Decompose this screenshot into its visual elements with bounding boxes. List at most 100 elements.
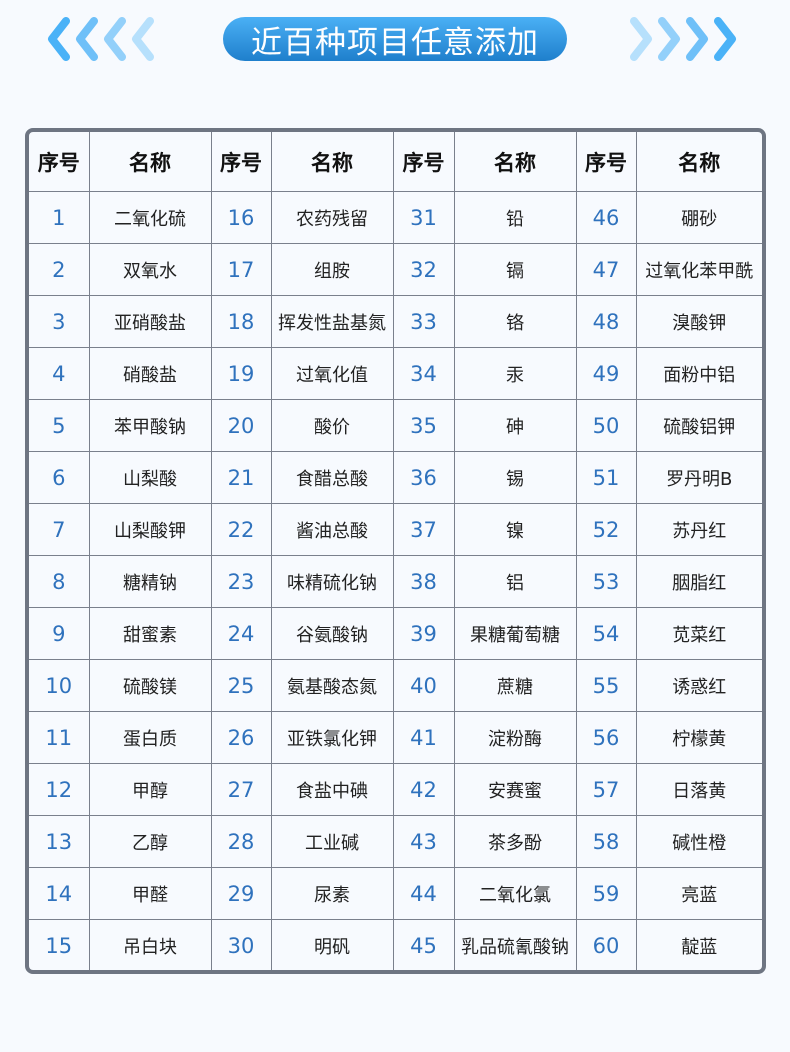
item-number: 13 [29,815,90,868]
item-number: 19 [210,347,272,400]
item-name: 甲醇 [88,763,212,816]
table-row: 13 乙醇 28 工业碱 43 茶多酚 58 碱性橙 [29,815,762,868]
chevrons-right-icon [630,17,738,61]
item-number: 1 [29,191,90,244]
item-number: 44 [392,867,455,920]
header-index: 序号 [210,132,272,192]
item-number: 12 [29,763,90,816]
item-name: 诱惑红 [635,659,762,712]
item-number: 36 [392,451,455,504]
item-name: 硫酸镁 [88,659,212,712]
item-number: 35 [392,399,455,452]
banner-title: 近百种项目任意添加 [223,17,567,61]
item-name: 硫酸铝钾 [635,399,762,452]
item-number: 23 [210,555,272,608]
item-name: 溴酸钾 [635,295,762,348]
item-name: 农药残留 [270,191,394,244]
item-name: 铬 [453,295,577,348]
table-header-row: 序号 名称 序号 名称 序号 名称 序号 名称 [29,132,762,192]
chevrons-left-icon [46,17,154,61]
table-row: 10 硫酸镁 25 氨基酸态氮 40 蔗糖 55 诱惑红 [29,659,762,712]
item-number: 21 [210,451,272,504]
item-name: 亮蓝 [635,867,762,920]
item-name: 硼砂 [635,191,762,244]
item-number: 8 [29,555,90,608]
header-name: 名称 [270,132,394,192]
table-row: 12 甲醇 27 食盐中碘 42 安赛蜜 57 日落黄 [29,763,762,816]
item-name: 食盐中碘 [270,763,394,816]
item-number: 49 [575,347,637,400]
item-name: 镉 [453,243,577,296]
item-name: 罗丹明B [635,451,762,504]
item-name: 铝 [453,555,577,608]
item-number: 30 [210,919,272,970]
items-table: 序号 名称 序号 名称 序号 名称 序号 名称 1 二氧化硫 16 农药残留 31 铅 46 硼砂 2 双氧水 1… [25,128,766,974]
item-name: 汞 [453,347,577,400]
header-index: 序号 [575,132,637,192]
item-number: 43 [392,815,455,868]
item-name: 过氧化值 [270,347,394,400]
item-number: 7 [29,503,90,556]
item-name: 亚硝酸盐 [88,295,212,348]
header-name: 名称 [635,132,762,192]
header-index: 序号 [392,132,455,192]
header-name: 名称 [88,132,212,192]
item-name: 尿素 [270,867,394,920]
item-name: 硝酸盐 [88,347,212,400]
item-number: 29 [210,867,272,920]
item-number: 27 [210,763,272,816]
item-name: 酸价 [270,399,394,452]
item-number: 10 [29,659,90,712]
item-number: 18 [210,295,272,348]
item-number: 4 [29,347,90,400]
table-row: 4 硝酸盐 19 过氧化值 34 汞 49 面粉中铝 [29,347,762,400]
item-number: 59 [575,867,637,920]
item-name: 柠檬黄 [635,711,762,764]
item-name: 糖精钠 [88,555,212,608]
item-name: 组胺 [270,243,394,296]
item-number: 16 [210,191,272,244]
item-number: 39 [392,607,455,660]
table-row: 7 山梨酸钾 22 酱油总酸 37 镍 52 苏丹红 [29,503,762,556]
item-number: 11 [29,711,90,764]
item-name: 乳品硫氰酸钠 [453,919,577,970]
item-number: 17 [210,243,272,296]
item-number: 14 [29,867,90,920]
item-number: 6 [29,451,90,504]
item-number: 24 [210,607,272,660]
item-name: 砷 [453,399,577,452]
item-number: 5 [29,399,90,452]
item-name: 味精硫化钠 [270,555,394,608]
item-name: 苯甲酸钠 [88,399,212,452]
item-name: 铅 [453,191,577,244]
item-number: 2 [29,243,90,296]
item-number: 9 [29,607,90,660]
table-row: 11 蛋白质 26 亚铁氯化钾 41 淀粉酶 56 柠檬黄 [29,711,762,764]
item-name: 安赛蜜 [453,763,577,816]
item-name: 吊白块 [88,919,212,970]
item-number: 33 [392,295,455,348]
item-name: 甜蜜素 [88,607,212,660]
item-name: 双氧水 [88,243,212,296]
item-name: 苋菜红 [635,607,762,660]
table-row: 3 亚硝酸盐 18 挥发性盐基氮 33 铬 48 溴酸钾 [29,295,762,348]
item-number: 34 [392,347,455,400]
item-name: 苏丹红 [635,503,762,556]
item-number: 26 [210,711,272,764]
item-number: 3 [29,295,90,348]
item-number: 48 [575,295,637,348]
item-number: 37 [392,503,455,556]
item-number: 40 [392,659,455,712]
item-number: 38 [392,555,455,608]
item-name: 明矾 [270,919,394,970]
item-name: 谷氨酸钠 [270,607,394,660]
item-name: 面粉中铝 [635,347,762,400]
item-name: 食醋总酸 [270,451,394,504]
item-number: 20 [210,399,272,452]
item-name: 乙醇 [88,815,212,868]
item-name: 靛蓝 [635,919,762,970]
item-name: 果糖葡萄糖 [453,607,577,660]
item-name: 挥发性盐基氮 [270,295,394,348]
table-row: 5 苯甲酸钠 20 酸价 35 砷 50 硫酸铝钾 [29,399,762,452]
item-number: 54 [575,607,637,660]
